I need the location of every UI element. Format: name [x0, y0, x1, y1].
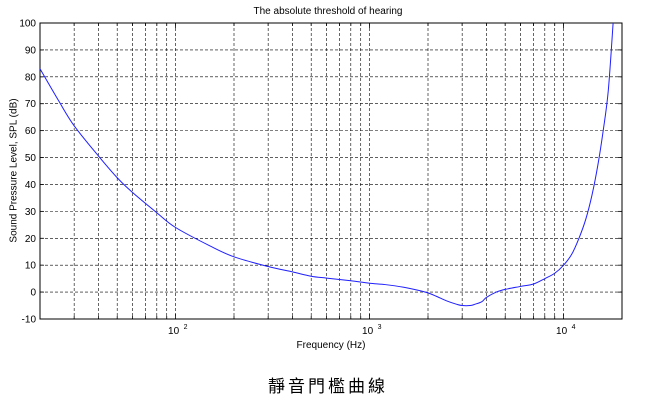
y-tick-label: 90: [25, 45, 37, 56]
y-tick-label: 0: [30, 288, 36, 299]
y-tick-label: -10: [22, 315, 37, 326]
y-tick-label: 50: [25, 153, 37, 164]
y-tick-label: 10: [25, 261, 37, 272]
x-tick-label: 10: [362, 326, 374, 337]
plot-frame: [39, 22, 623, 320]
y-tick-label: 20: [25, 234, 37, 245]
y-tick-label: 70: [25, 99, 37, 110]
figure-caption: 靜音門檻曲線: [268, 377, 388, 397]
x-tick-label-exponent: 4: [572, 324, 576, 331]
x-tick-label: 10: [168, 326, 180, 337]
y-tick-label: 80: [25, 72, 37, 83]
x-axis-label: Frequency (Hz): [296, 340, 366, 351]
y-tick-label: 100: [19, 19, 36, 30]
y-axis-label: Sound Pressure Level, SPL (dB): [8, 98, 20, 243]
chart-title: The absolute threshold of hearing: [253, 6, 403, 17]
y-tick-label: 30: [25, 207, 37, 218]
threshold-curve-line: [40, 23, 614, 307]
y-tick-label: 60: [25, 126, 37, 137]
x-tick-label: 10: [556, 326, 568, 337]
x-tick-label-exponent: 2: [184, 324, 188, 331]
y-tick-label: 40: [25, 180, 37, 191]
x-tick-label-exponent: 3: [378, 324, 382, 331]
